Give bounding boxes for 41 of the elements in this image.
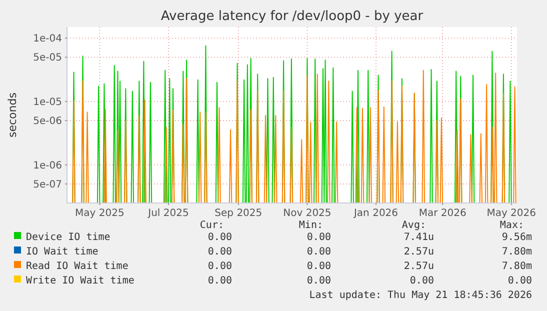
legend-label: IO Wait time bbox=[26, 246, 98, 258]
x-tick-label: Mar 2026 bbox=[418, 208, 466, 219]
text: Min: bbox=[298, 220, 323, 231]
text: 0.00 bbox=[306, 276, 331, 286]
text: Max: bbox=[500, 220, 524, 231]
y-tick-label: 5e-06 bbox=[33, 116, 62, 128]
text: 7.80m bbox=[502, 246, 532, 258]
x-tick-label: May 2025 bbox=[75, 208, 124, 219]
text: 0.00 bbox=[208, 276, 232, 286]
text: 0.00 bbox=[208, 261, 232, 272]
text: Avg: bbox=[402, 220, 426, 231]
x-tick-label: Jul 2025 bbox=[147, 208, 189, 219]
legend-label: Write IO Wait time bbox=[26, 276, 134, 286]
x-tick-label: May 2026 bbox=[486, 208, 536, 219]
y-tick-label: 1e-06 bbox=[33, 160, 62, 172]
y-tick-label: 5e-07 bbox=[33, 179, 62, 190]
text: 0.00 bbox=[208, 246, 232, 258]
x-tick-label: Nov 2025 bbox=[283, 208, 332, 219]
y-axis-title: seconds bbox=[6, 92, 19, 138]
x-tick-label: Jan 2026 bbox=[353, 208, 398, 219]
legend-label: Read IO Wait time bbox=[26, 261, 128, 272]
line-series bbox=[72, 70, 516, 204]
y-tick-label: 1e-04 bbox=[33, 34, 62, 45]
text: 0.00 bbox=[306, 246, 331, 258]
text: 0.00 bbox=[306, 261, 331, 272]
text: Last update: Thu May 21 18:45:36 2026 bbox=[309, 290, 532, 301]
legend-label: Device IO time bbox=[26, 232, 110, 243]
text: 7.80m bbox=[502, 261, 532, 272]
text: 9.56m bbox=[502, 232, 532, 243]
text: 0.00 bbox=[306, 232, 331, 243]
text: 2.57u bbox=[404, 261, 434, 272]
text: 7.41u bbox=[404, 232, 434, 243]
chart-title: Average latency for /dev/loop0 - by year bbox=[160, 9, 424, 24]
text: 0.00 bbox=[410, 276, 434, 286]
y-tick-label: 5e-05 bbox=[33, 52, 62, 64]
text: 0.00 bbox=[508, 276, 532, 286]
y-tick-label: 1e-05 bbox=[33, 97, 62, 108]
x-tick-label: Sep 2025 bbox=[214, 208, 262, 219]
text: 0.00 bbox=[208, 232, 232, 243]
text: 2.57u bbox=[404, 246, 434, 258]
text: Cur: bbox=[200, 220, 224, 231]
